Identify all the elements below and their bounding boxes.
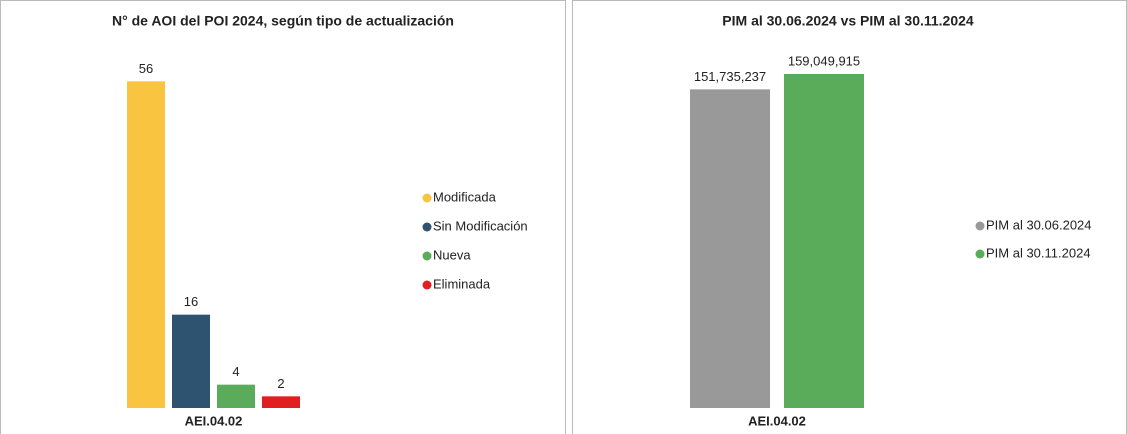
data-label: 159,049,915 xyxy=(788,53,860,68)
bar xyxy=(217,384,255,408)
legend-label: PIM al 30.11.2024 xyxy=(986,245,1091,260)
legend-marker xyxy=(422,280,432,290)
bar xyxy=(172,314,210,408)
chart-title: PIM al 30.06.2024 vs PIM al 30.11.2024 xyxy=(722,13,974,29)
data-label: 16 xyxy=(184,294,198,309)
legend-label: Eliminada xyxy=(433,276,491,291)
legend-marker xyxy=(422,222,432,232)
bar xyxy=(127,81,165,408)
legend-label: Modificada xyxy=(433,189,497,204)
data-label: 151,735,237 xyxy=(694,69,766,84)
legend-marker xyxy=(975,221,985,231)
chart-title: N° de AOI del POI 2024, según tipo de ac… xyxy=(112,13,454,29)
bar xyxy=(784,73,864,408)
bar xyxy=(262,396,300,408)
legend-label: Nueva xyxy=(433,247,471,262)
legend-marker xyxy=(422,251,432,261)
legend-marker xyxy=(422,193,432,203)
data-label: 4 xyxy=(232,364,239,379)
x-tick-label: AEI.04.02 xyxy=(185,413,243,428)
legend-label: Sin Modificación xyxy=(433,218,528,233)
x-tick-label: AEI.04.02 xyxy=(748,413,806,428)
left-panel xyxy=(0,0,566,434)
data-label: 56 xyxy=(139,61,153,76)
data-label: 2 xyxy=(277,376,284,391)
legend-marker xyxy=(975,249,985,259)
bar xyxy=(690,89,770,408)
legend-label: PIM al 30.06.2024 xyxy=(986,217,1092,232)
